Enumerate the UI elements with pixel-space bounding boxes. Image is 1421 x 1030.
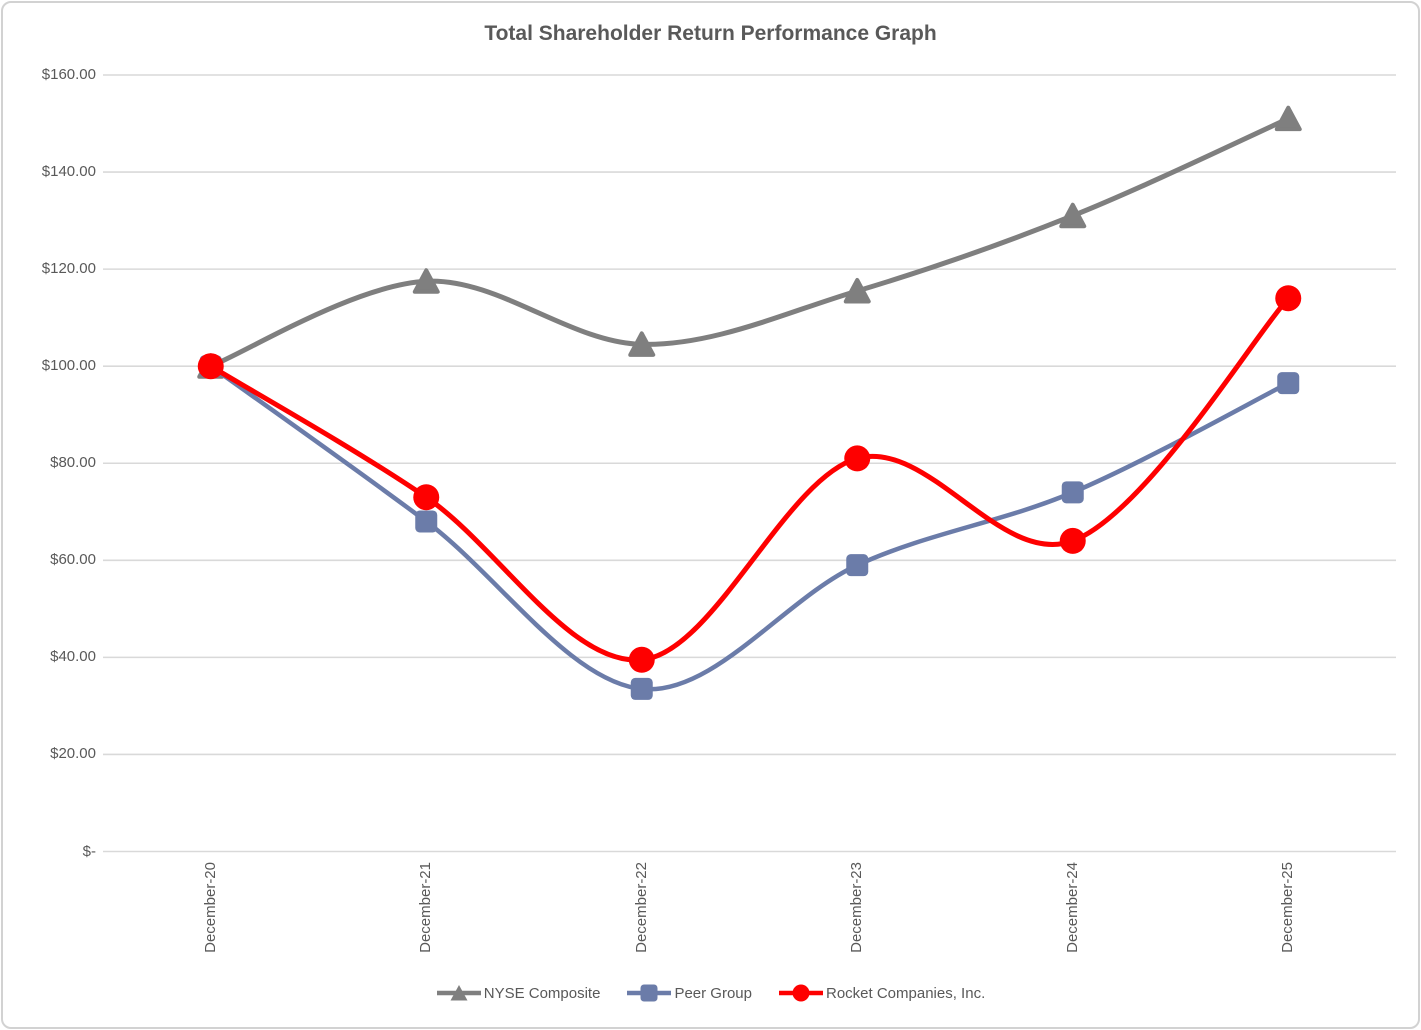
series-nyse-composite	[197, 105, 1302, 379]
legend-label: Rocket Companies, Inc.	[826, 984, 986, 1002]
legend-item-rocket-companies: Rocket Companies, Inc.	[778, 982, 985, 1004]
y-axis-tick-label: $120.00	[41, 260, 96, 277]
data-point-marker	[415, 510, 438, 533]
data-point-marker	[413, 484, 440, 511]
chart-legend: NYSE Composite Peer Group Rocket Compani…	[0, 982, 1421, 1004]
gridlines	[103, 74, 1396, 853]
data-point-marker	[1277, 372, 1300, 395]
legend-label: Peer Group	[674, 984, 752, 1002]
y-axis-tick-label: $20.00	[50, 745, 96, 762]
data-point-marker	[1274, 105, 1302, 132]
line-square-marker-icon	[627, 984, 672, 1002]
series-line	[208, 116, 1291, 369]
data-point-marker	[1061, 481, 1084, 504]
y-axis-tick-label: $40.00	[50, 648, 96, 665]
series-line	[208, 363, 1291, 692]
data-point-marker	[628, 646, 655, 673]
x-axis-category-label: December-20	[201, 862, 219, 953]
y-axis-tick-label: $140.00	[41, 163, 96, 180]
series-rocket-companies-inc-	[197, 285, 1302, 673]
data-point-marker	[412, 268, 440, 294]
series-peer-group	[199, 355, 1300, 700]
line-circle-marker-icon	[779, 984, 823, 1002]
x-axis-category-label: December-23	[848, 862, 866, 953]
data-point-marker	[844, 445, 871, 472]
data-point-marker	[1059, 527, 1086, 554]
x-axis-category-label: December-21	[417, 862, 435, 953]
y-axis-tick-label: $60.00	[50, 551, 96, 568]
chart-title: Total Shareholder Return Performance Gra…	[484, 22, 937, 45]
x-axis-category-label: December-25	[1279, 862, 1297, 953]
line-triangle-marker-icon	[436, 985, 481, 1001]
data-point-marker	[630, 677, 653, 700]
legend-label: NYSE Composite	[483, 984, 601, 1002]
y-axis-tick-label: $-	[82, 843, 96, 860]
data-point-marker	[846, 554, 869, 577]
legend-item-nyse-composite: NYSE Composite	[436, 982, 601, 1004]
x-axis-category-label: December-24	[1063, 862, 1081, 953]
y-axis-tick-label: $80.00	[50, 454, 96, 471]
y-axis-tick-label: $160.00	[41, 66, 96, 83]
x-axis-category-label: December-22	[632, 862, 650, 953]
data-point-marker	[843, 277, 871, 304]
y-axis-tick-label: $100.00	[41, 357, 96, 374]
legend-item-peer-group: Peer Group	[626, 982, 752, 1004]
data-point-marker	[1275, 285, 1302, 312]
data-point-marker	[628, 331, 656, 357]
data-point-marker	[197, 353, 224, 380]
data-point-marker	[1059, 202, 1087, 229]
